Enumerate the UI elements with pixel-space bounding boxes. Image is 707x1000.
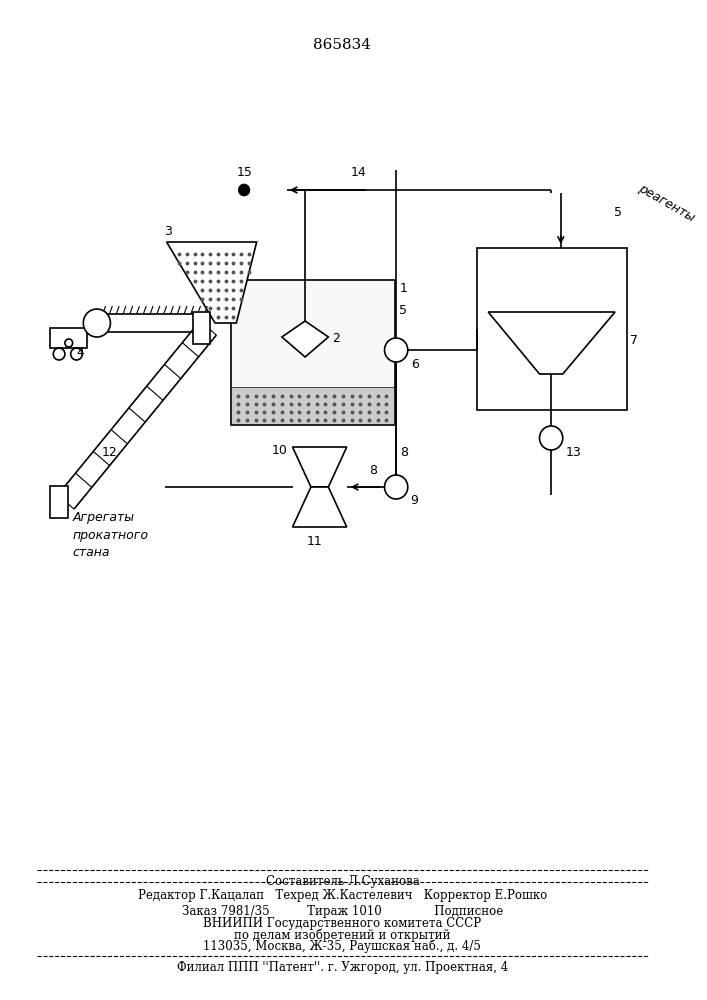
Text: 865834: 865834 [313, 38, 371, 52]
Text: 3: 3 [163, 225, 172, 238]
Polygon shape [488, 312, 615, 374]
Text: 2: 2 [332, 332, 340, 346]
Circle shape [539, 426, 563, 450]
Text: 1: 1 [400, 282, 408, 294]
Text: 8: 8 [400, 446, 408, 458]
Text: стана: стана [73, 546, 110, 558]
Bar [193, 312, 210, 344]
Text: 14: 14 [351, 165, 366, 178]
Bar [50, 486, 68, 518]
Text: 10: 10 [271, 444, 288, 456]
Polygon shape [167, 242, 257, 323]
Circle shape [83, 309, 110, 337]
Circle shape [385, 338, 408, 362]
Text: ВНИИПИ Государственного комитета СССР: ВНИИПИ Государственного комитета СССР [204, 918, 481, 930]
Text: по делам изобретений и открытий: по делам изобретений и открытий [234, 928, 450, 942]
Text: Составитель Л.Суханова: Составитель Л.Суханова [266, 876, 419, 888]
Polygon shape [293, 487, 346, 527]
Text: 9: 9 [411, 494, 419, 508]
Polygon shape [282, 321, 328, 357]
Text: 5: 5 [614, 207, 622, 220]
Bar [231, 387, 395, 424]
Text: 7: 7 [630, 334, 638, 347]
Text: Заказ 7981/35          Тираж 1010              Подписное: Заказ 7981/35 Тираж 1010 Подписное [182, 906, 503, 918]
Circle shape [385, 475, 408, 499]
Text: 8: 8 [369, 464, 377, 477]
Circle shape [238, 184, 250, 196]
Bar [477, 248, 626, 410]
Text: прокатного: прокатного [73, 528, 148, 542]
Text: 13: 13 [566, 446, 581, 458]
Text: 113035, Москва, Ж-35, Раушская наб., д. 4/5: 113035, Москва, Ж-35, Раушская наб., д. … [204, 939, 481, 953]
Text: 15: 15 [237, 165, 253, 178]
Text: 4: 4 [76, 347, 84, 360]
Text: Филиал ППП ''Патент''. г. Ужгород, ул. Проектная, 4: Филиал ППП ''Патент''. г. Ужгород, ул. П… [177, 962, 508, 974]
Bar [50, 328, 87, 348]
Polygon shape [293, 447, 346, 487]
Text: 5: 5 [399, 304, 407, 316]
Text: 11: 11 [307, 535, 322, 548]
Text: 12: 12 [102, 446, 117, 458]
Text: 6: 6 [411, 358, 419, 370]
Bar [97, 314, 209, 332]
Text: реагенты: реагенты [636, 182, 697, 224]
Text: Редактор Г.Кацалап   Техред Ж.Кастелевич   Корректор Е.Рошко: Редактор Г.Кацалап Техред Ж.Кастелевич К… [138, 890, 547, 902]
Bar [230, 280, 395, 425]
Text: Агрегаты: Агрегаты [73, 512, 135, 524]
